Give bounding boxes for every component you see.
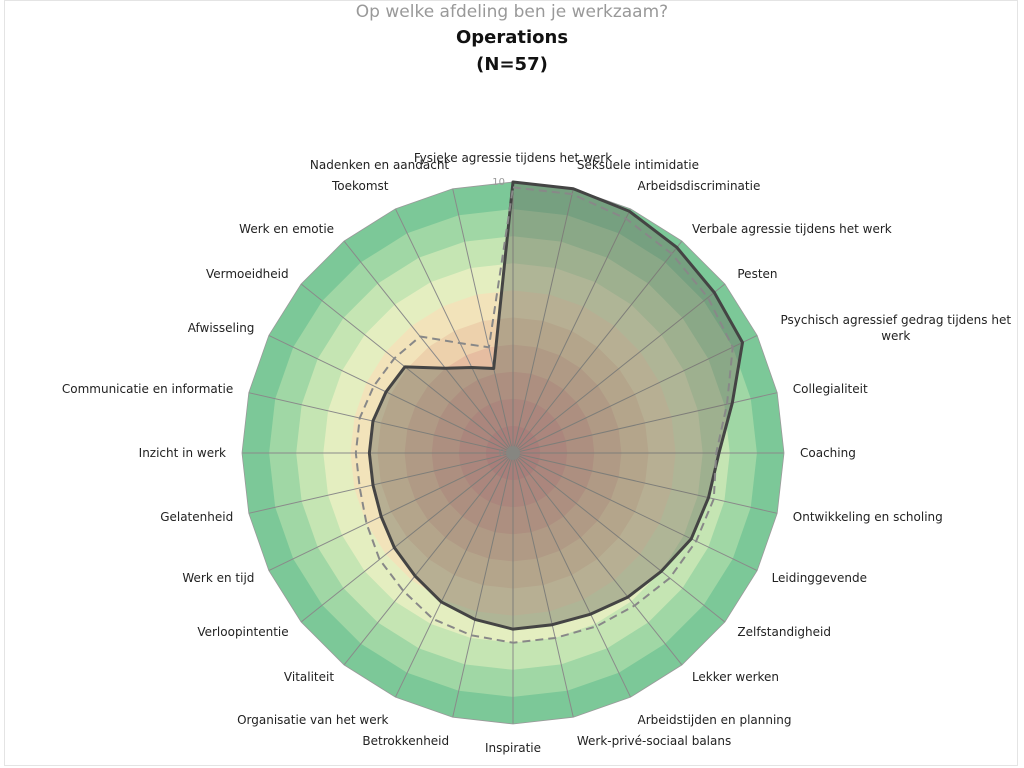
category-label: Coaching: [800, 446, 856, 460]
y-tick-label: 10: [492, 177, 505, 188]
series-line: [367, 180, 745, 631]
spoke: [268, 452, 514, 572]
category-label: Inspiratie: [484, 741, 542, 755]
spoke: [512, 452, 778, 514]
spoke: [248, 392, 514, 454]
category-label: Ontwikkeling en scholing: [792, 509, 943, 524]
frame: [4, 0, 1018, 766]
spoke: [512, 334, 758, 454]
category-label: Afwisseling: [187, 321, 255, 336]
spoke: [300, 283, 514, 454]
category-label: Psychisch agressief gedrag tijdens het w…: [780, 313, 1012, 344]
category-label: Pesten: [737, 267, 778, 282]
spoke: [268, 334, 514, 454]
chart-subtitle: Op welke afdeling ben je werkzaam?: [355, 2, 669, 22]
category-label: Communicatie en informatie: [61, 382, 234, 397]
spoke: [394, 208, 514, 454]
category-label: Collegialiteit: [792, 382, 868, 397]
category-label: Betrokkenheid: [362, 733, 450, 748]
spoke: [394, 452, 514, 698]
category-label: Seksuele intimidatie: [576, 158, 699, 173]
category-label: Werk-privé-sociaal balans: [576, 733, 732, 748]
spoke: [512, 208, 632, 454]
category-label: Inzicht in werk: [138, 446, 226, 460]
spoke: [343, 240, 514, 454]
category-label: Zelfstandigheid: [737, 624, 831, 639]
spoke: [512, 452, 683, 666]
y-tick-label: 0: [499, 448, 505, 459]
spoke: [248, 452, 514, 514]
spoke: [512, 240, 683, 454]
spoke: [343, 452, 514, 666]
category-label: Nadenken en aandacht: [309, 158, 450, 173]
spoke: [452, 188, 514, 454]
spoke: [512, 452, 758, 572]
chart-title: Operations: [455, 27, 569, 48]
category-label: Vitaliteit: [283, 670, 335, 685]
category-label: Gelatenheid: [160, 509, 234, 524]
spoke: [512, 283, 726, 454]
chart-note: (N=57): [476, 54, 548, 75]
category-label: Organisatie van het werk: [237, 712, 389, 727]
grid-center: [506, 446, 520, 460]
category-label: Leidinggevende: [771, 570, 868, 585]
category-label: Vermoeidheid: [205, 267, 289, 282]
category-label: Arbeidsdiscriminatie: [637, 179, 761, 194]
grid-ring: [241, 181, 785, 725]
spoke: [512, 452, 632, 698]
spoke: [512, 452, 574, 718]
series-line: [354, 186, 734, 644]
category-label: Verloopintentie: [197, 624, 289, 639]
spoke: [300, 452, 514, 623]
spoke: [512, 188, 574, 454]
spoke: [452, 452, 514, 718]
category-label: Werk en emotie: [239, 221, 335, 236]
category-label: Lekker werken: [691, 670, 780, 685]
category-label: Verbale agressie tijdens het werk: [691, 221, 892, 236]
category-label: Fysieke agressie tijdens het werk: [413, 151, 613, 165]
spoke: [512, 452, 726, 623]
category-label: Arbeidstijden en planning: [637, 712, 792, 727]
category-label: Werk en tijd: [182, 570, 255, 585]
category-label: Toekomst: [331, 179, 389, 194]
